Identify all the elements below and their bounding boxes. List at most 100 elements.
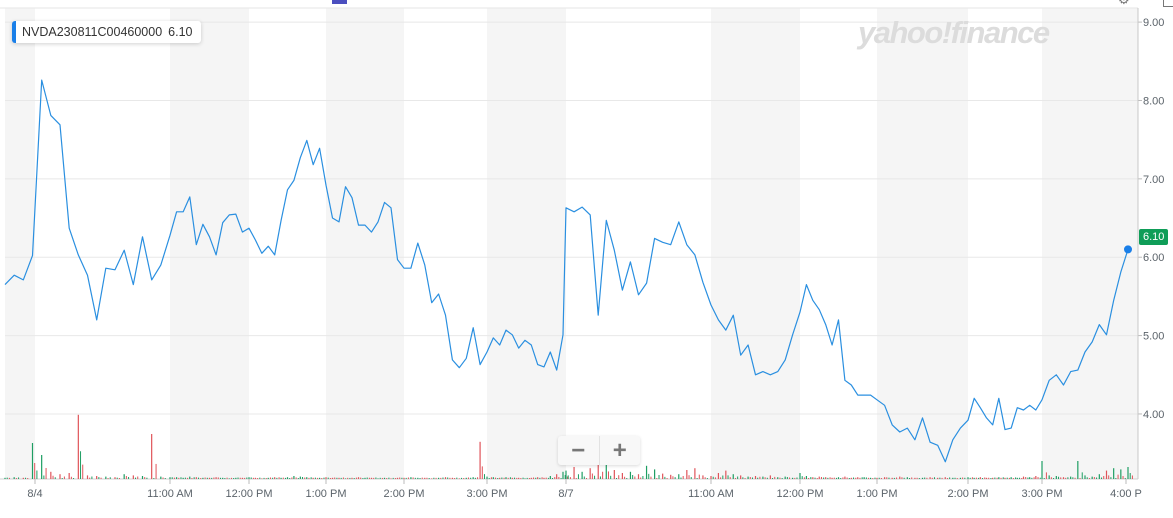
volume-bar (230, 477, 232, 479)
series-legend[interactable]: NVDA230811C00460000 6.10 (12, 21, 201, 43)
volume-bar (267, 477, 269, 479)
volume-bar (535, 477, 537, 479)
volume-bar (702, 475, 704, 479)
volume-bar (34, 463, 36, 479)
volume-bar (825, 477, 827, 479)
volume-bar (269, 477, 271, 479)
volume-bar (820, 477, 822, 479)
volume-bar (107, 478, 109, 479)
volume-bar (437, 477, 440, 479)
volume-bar (334, 477, 336, 479)
volume-bar (178, 477, 180, 479)
volume-bar (61, 478, 63, 479)
volume-bar (314, 477, 316, 479)
last-price-dot (1124, 245, 1132, 254)
volume-bar (759, 476, 761, 479)
volume-bar (1093, 477, 1095, 479)
volume-bar (440, 477, 442, 479)
volume-bar (41, 455, 43, 479)
volume-bar (162, 477, 164, 479)
volume-bar (984, 477, 986, 479)
volume-bar (481, 466, 483, 479)
volume-bar (169, 477, 171, 479)
volume-bar (1008, 477, 1010, 479)
x-tick-label: 11:00 AM (147, 488, 193, 500)
volume-bar (629, 471, 632, 479)
square-icon[interactable] (1163, 0, 1173, 7)
x-tick-label: 1:00 PM (857, 488, 898, 500)
volume-bar (505, 477, 507, 479)
volume-bar (818, 476, 820, 479)
volume-bar (82, 464, 84, 479)
volume-bar (827, 477, 829, 479)
volume-bar (906, 477, 908, 479)
volume-bar (1048, 475, 1050, 479)
volume-bar (680, 477, 682, 479)
volume-bar (36, 470, 38, 479)
volume-bar (235, 477, 237, 479)
volume-bar (575, 478, 577, 479)
volume-bar (465, 477, 467, 479)
volume-bar (424, 477, 426, 479)
range-indicator[interactable] (332, 0, 347, 4)
volume-bar (727, 475, 729, 479)
volume-bar (310, 477, 312, 479)
volume-bar (396, 477, 399, 479)
volume-bar (435, 477, 437, 479)
volume-bar (878, 477, 880, 479)
volume-bar (499, 477, 501, 479)
volume-bar (327, 477, 329, 479)
volume-bar (796, 477, 798, 479)
volume-bar (859, 477, 861, 479)
volume-bar (1108, 475, 1110, 479)
volume-bar (1088, 478, 1090, 479)
volume-bar (602, 471, 604, 479)
volume-bar (1081, 472, 1083, 479)
x-tick-label: 3:00 PM (467, 488, 508, 500)
y-tick-label: 9.00 (1143, 17, 1164, 29)
volume-bar (375, 477, 377, 479)
x-tick-label: 12:00 PM (225, 488, 272, 500)
volume-bar (674, 477, 676, 479)
volume-bar (988, 477, 990, 479)
volume-bar (116, 477, 118, 479)
volume-bar (70, 476, 72, 479)
volume-bar (1072, 477, 1074, 479)
volume-bar (1079, 478, 1081, 479)
time-band (170, 8, 249, 479)
volume-bar (816, 478, 818, 479)
volume-bar (547, 477, 549, 479)
volume-bar (317, 477, 319, 479)
volume-bar (175, 477, 178, 479)
volume-bar (781, 478, 783, 479)
volume-bar (516, 477, 518, 479)
gear-icon[interactable]: ⚙ (1118, 0, 1130, 7)
volume-bar (289, 478, 291, 479)
volume-bar (329, 478, 331, 479)
zoom-in-button[interactable]: + (612, 436, 627, 464)
volume-bar (153, 478, 155, 479)
volume-bar (123, 474, 125, 479)
volume-bar (1067, 477, 1069, 479)
volume-bar (390, 478, 392, 479)
zoom-out-button[interactable]: − (558, 436, 600, 465)
volume-bar (1022, 476, 1025, 479)
volume-bar (198, 477, 200, 479)
volume-bar (959, 477, 962, 479)
x-tick-label: 12:00 PM (776, 488, 823, 500)
volume-bar (857, 477, 859, 479)
volume-bar (447, 477, 449, 479)
volume-bar (366, 477, 368, 479)
volume-bar (8, 477, 10, 479)
volume-bar (321, 478, 323, 479)
volume-bar (1050, 477, 1052, 479)
volume-bar (31, 443, 34, 479)
volume-bar (747, 476, 749, 479)
y-tick-label: 4.00 (1143, 409, 1164, 421)
volume-bar (503, 477, 505, 479)
zoom-controls: − + (558, 436, 640, 465)
volume-bar (810, 477, 812, 479)
volume-bar (552, 478, 554, 479)
volume-bar (412, 477, 414, 479)
